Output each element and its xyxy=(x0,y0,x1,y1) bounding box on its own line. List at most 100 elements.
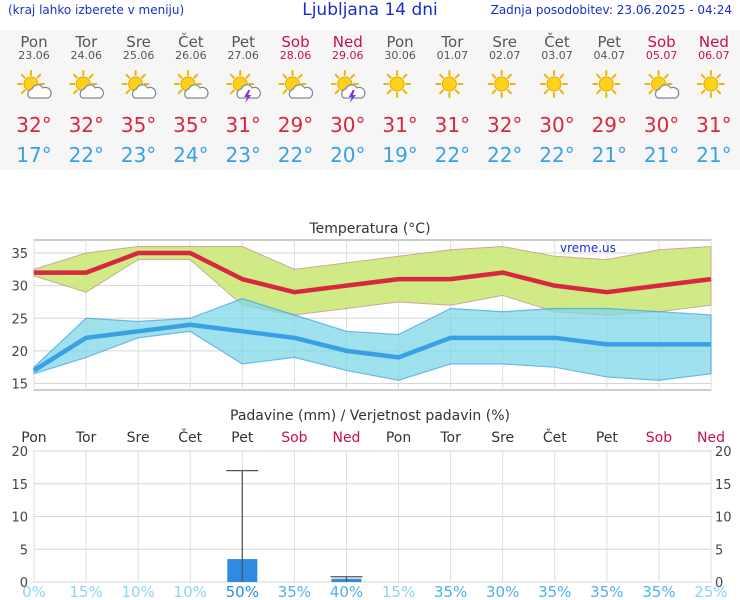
sun-ray xyxy=(386,73,392,79)
sun-ray xyxy=(125,73,131,79)
precip-probability: 25% xyxy=(694,583,727,600)
precip-tick-left: 20 xyxy=(11,445,28,460)
temp-tick-label: 30 xyxy=(11,280,28,295)
day-name: Tor xyxy=(74,33,98,51)
sun-disc xyxy=(389,76,405,92)
precip-day-label: Pon xyxy=(21,430,46,446)
sun-ray xyxy=(125,89,131,95)
day-date: 29.06 xyxy=(332,49,364,62)
precip-day-label: Sob xyxy=(646,430,672,446)
precip-day-label: Ned xyxy=(697,430,725,446)
forecast-strip: Pon23.0632°17°Tor24.0632°22°Sre25.0635°2… xyxy=(16,32,731,167)
day-name: Pet xyxy=(231,33,255,51)
max-temp: 31° xyxy=(435,113,470,137)
max-temp: 29° xyxy=(278,113,313,137)
precip-tick-left: 15 xyxy=(11,478,28,493)
min-temp: 23° xyxy=(121,143,156,167)
lightning-bolt xyxy=(244,90,252,103)
min-temp: 21° xyxy=(696,143,731,167)
sun-ray xyxy=(177,89,183,95)
tmin-line xyxy=(32,322,711,373)
precip-day-label: Tor xyxy=(439,430,461,446)
precip-day-label: Čet xyxy=(543,428,567,446)
precip-day-label: Pon xyxy=(386,430,411,446)
day-date: 27.06 xyxy=(227,49,259,62)
precip-day-label: Sre xyxy=(127,430,150,446)
cloud-shape xyxy=(184,84,209,99)
precip-probability: 40% xyxy=(330,583,363,600)
sun-ray xyxy=(230,73,235,79)
watermark: vreme.us xyxy=(560,241,616,255)
day-name: Tor xyxy=(440,33,464,51)
sun-ray xyxy=(282,89,288,95)
sun-cloud-storm-icon xyxy=(330,70,366,103)
precip-probability: 35% xyxy=(590,583,623,600)
sun-ray xyxy=(350,73,355,79)
cloud-shape xyxy=(79,84,104,99)
precip-tick-right: 5 xyxy=(715,543,723,558)
sun-ray xyxy=(439,89,445,95)
sun-ray xyxy=(716,73,722,79)
sun-ray xyxy=(663,73,669,79)
precip-chart-title: Padavine (mm) / Verjetnost padavin (%) xyxy=(230,408,510,424)
day-name: Sob xyxy=(281,33,309,51)
day-name: Ned xyxy=(333,33,363,51)
max-temp: 31° xyxy=(225,113,260,137)
tmin-range-band xyxy=(33,298,712,381)
min-temp: 22° xyxy=(69,143,104,167)
sun-disc xyxy=(441,76,457,92)
tmax-line xyxy=(34,250,712,295)
sun-ray xyxy=(334,89,340,95)
sun-ray xyxy=(88,73,94,79)
sun-ray xyxy=(297,73,303,79)
sun-ray xyxy=(716,89,722,95)
sun-ray xyxy=(648,89,654,95)
sun-ray xyxy=(140,73,146,79)
precip-probability: 10% xyxy=(121,583,154,600)
precip-day-label: Sre xyxy=(491,430,514,446)
sun-ray xyxy=(334,73,340,79)
sun-cloud-icon xyxy=(644,70,680,99)
precip-probability: 0% xyxy=(22,583,46,600)
max-temp: 32° xyxy=(69,113,104,137)
precip-probability: 15% xyxy=(69,583,102,600)
sun-icon xyxy=(540,70,568,98)
min-temp: 23° xyxy=(225,143,260,167)
temp-chart-title: Temperatura (°C) xyxy=(308,221,430,237)
day-name: Čet xyxy=(544,32,570,51)
day-date: 02.07 xyxy=(489,49,521,62)
sun-disc xyxy=(494,76,510,92)
day-name: Sre xyxy=(492,33,517,51)
day-date: 30.06 xyxy=(384,49,416,62)
precip-bar xyxy=(331,578,362,582)
sun-ray xyxy=(230,89,235,95)
day-date: 04.07 xyxy=(594,49,626,62)
sun-ray xyxy=(454,89,460,95)
precip-day-label: Tor xyxy=(75,430,97,446)
max-temp: 29° xyxy=(592,113,627,137)
min-temp: 19° xyxy=(382,143,417,167)
precip-day-label: Sob xyxy=(281,430,307,446)
precip-bar xyxy=(227,559,258,582)
precip-probability: 35% xyxy=(434,583,467,600)
page-title: Ljubljana 14 dni xyxy=(302,0,438,20)
max-temp: 30° xyxy=(330,113,365,137)
min-temp: 20° xyxy=(330,143,365,167)
max-temp: 30° xyxy=(644,113,679,137)
tmax-range-band xyxy=(33,245,712,316)
sun-cloud-icon xyxy=(121,70,157,99)
precip-tick-right: 10 xyxy=(715,511,732,526)
sun-ray xyxy=(20,73,26,79)
temp-tick-label: 20 xyxy=(11,345,28,360)
day-date: 28.06 xyxy=(280,49,312,62)
sun-ray xyxy=(193,73,199,79)
day-name: Sob xyxy=(647,33,675,51)
precip-tick-left: 10 xyxy=(11,511,28,526)
sun-ray xyxy=(700,89,706,95)
sun-disc xyxy=(598,76,614,92)
sun-icon xyxy=(592,70,621,98)
max-temp: 35° xyxy=(121,113,156,137)
sun-disc xyxy=(546,76,562,92)
max-temp: 30° xyxy=(539,113,574,137)
min-temp: 22° xyxy=(487,143,522,167)
